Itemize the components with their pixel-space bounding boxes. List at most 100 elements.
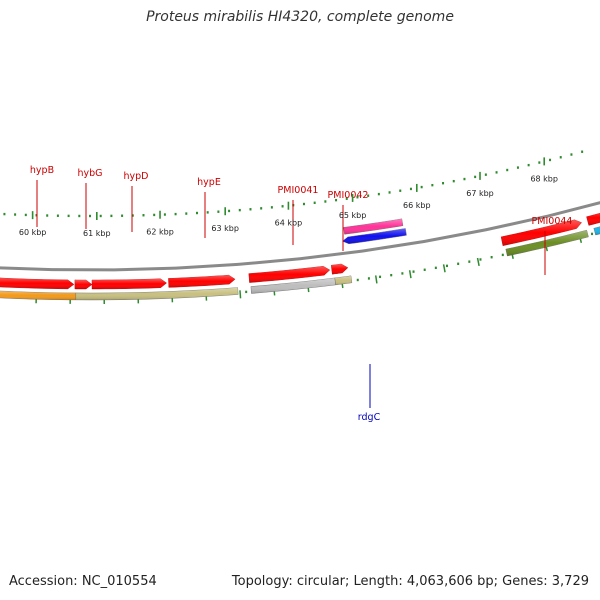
hypB-cog-shade: [0, 290, 76, 300]
gene-label-layer: hypB hybG hypD hypE PMI0041 PMI0042 PMI0044 rdg…: [30, 165, 573, 423]
inner-dot: [228, 209, 231, 213]
outer-dot: [401, 272, 404, 275]
gene-label-hype: hypE: [197, 177, 221, 188]
outer-dot: [367, 277, 370, 280]
pmi0044-cog-shade: [505, 230, 589, 256]
cds-arrow-shade: [501, 219, 582, 246]
gene-label-hypd: hypD: [124, 171, 149, 182]
gene-label-pmi0041: PMI0041: [278, 185, 319, 196]
inner-dot: [527, 163, 530, 167]
inner-dot: [46, 214, 49, 217]
gene-label-pmi0042: PMI0042: [328, 190, 369, 201]
inner-dot: [570, 153, 573, 156]
inner-dot: [409, 187, 412, 191]
outer-tick: [408, 270, 412, 279]
inner-dot: [442, 181, 445, 185]
feature-track: [0, 218, 600, 301]
outer-tick: [476, 257, 480, 267]
cds-track: [0, 212, 600, 290]
rdgC-cog-shade: [343, 218, 403, 235]
outer-dot: [479, 258, 482, 261]
backbone-line: [0, 201, 600, 272]
genome-summary-text: Topology: circular; Length: 4,063,606 bp…: [231, 574, 589, 589]
tick-label: 63 kbp: [211, 224, 239, 233]
gene-label-hypb: hypB: [30, 165, 54, 176]
outer-dot: [356, 278, 359, 282]
pmi0042-cog-shade: [334, 275, 352, 285]
inner-dot: [56, 214, 59, 217]
inner-dot: [538, 161, 541, 164]
cds-arrow-shade: [586, 213, 600, 226]
inner-dot: [367, 194, 370, 197]
cyan-cog-shade: [593, 226, 600, 235]
ruler: 60 kbp 61 kbp 62 kbp 63 kbp 64 kbp 65 kbp 66 k…: [19, 157, 558, 238]
inner-dot: [260, 207, 263, 210]
tick-label: 68 kbp: [530, 174, 558, 183]
inner-dot: [3, 212, 6, 216]
cds-arrow-shade: [0, 277, 74, 289]
inner-dot: [238, 208, 241, 212]
inner-dot: [388, 191, 391, 194]
outer-dot: [591, 232, 594, 236]
cds-arrow-shade: [74, 279, 92, 289]
outer-dot: [379, 275, 382, 279]
tick-label: 64 kbp: [275, 219, 303, 228]
inner-dot: [484, 173, 487, 176]
inner-dot: [14, 213, 17, 216]
inner-dot: [377, 192, 380, 196]
outer-dot: [468, 260, 471, 263]
inner-dot: [324, 200, 327, 203]
map-title: Proteus mirabilis HI4320, complete genom…: [146, 9, 454, 25]
inner-dot: [281, 205, 284, 208]
tick-label: 60 kbp: [19, 228, 47, 237]
inner-dot: [174, 212, 177, 216]
inner-dot: [163, 213, 166, 216]
rdgC-cds-shade: [342, 228, 407, 244]
gene-label-rdgc: rdgC: [358, 412, 381, 423]
inner-dot: [452, 179, 455, 183]
outer-tick: [442, 264, 446, 273]
inner-dot: [142, 214, 145, 217]
inner-dot: [420, 185, 423, 189]
outer-dot: [245, 290, 248, 294]
inner-dot: [110, 214, 113, 218]
outer-dot: [457, 262, 460, 265]
inner-dot: [506, 168, 509, 172]
tick-label: 61 kbp: [83, 229, 111, 238]
tick-label: 67 kbp: [466, 189, 494, 198]
accession-text: Accession: NC_010554: [9, 574, 157, 589]
outer-dot: [490, 256, 493, 259]
inner-dot: [249, 208, 252, 211]
inner-dot: [195, 211, 198, 215]
tick-label: 66 kbp: [403, 201, 431, 210]
tick-label: 65 kbp: [339, 211, 367, 220]
tick-label: 62 kbp: [146, 228, 174, 237]
inner-dot: [302, 202, 305, 206]
inner-dot: [495, 171, 498, 174]
inner-dot: [474, 175, 477, 179]
backbone: [0, 201, 600, 272]
outer-dot: [501, 253, 504, 257]
inner-dot: [559, 156, 562, 159]
inner-dot: [121, 214, 124, 217]
outer-dot: [423, 268, 426, 271]
inner-dot: [313, 201, 316, 204]
cds-arrow-shade: [248, 266, 330, 283]
inner-dot: [185, 212, 188, 215]
inner-dot: [431, 183, 434, 187]
inner-dot: [67, 214, 70, 218]
inner-dot: [335, 198, 338, 202]
inner-dot: [217, 210, 220, 213]
inner-dot: [516, 166, 519, 169]
inner-dot: [131, 214, 134, 217]
inner-dot: [399, 189, 402, 192]
inner-dot: [89, 214, 91, 218]
inner-dot: [78, 214, 81, 218]
inner-dot: [581, 150, 584, 153]
inner-dot: [345, 197, 348, 200]
inner-dot: [24, 213, 27, 217]
outer-dot: [446, 264, 449, 268]
outer-dot: [412, 270, 415, 273]
gene-label-hybg: hybG: [77, 168, 102, 179]
